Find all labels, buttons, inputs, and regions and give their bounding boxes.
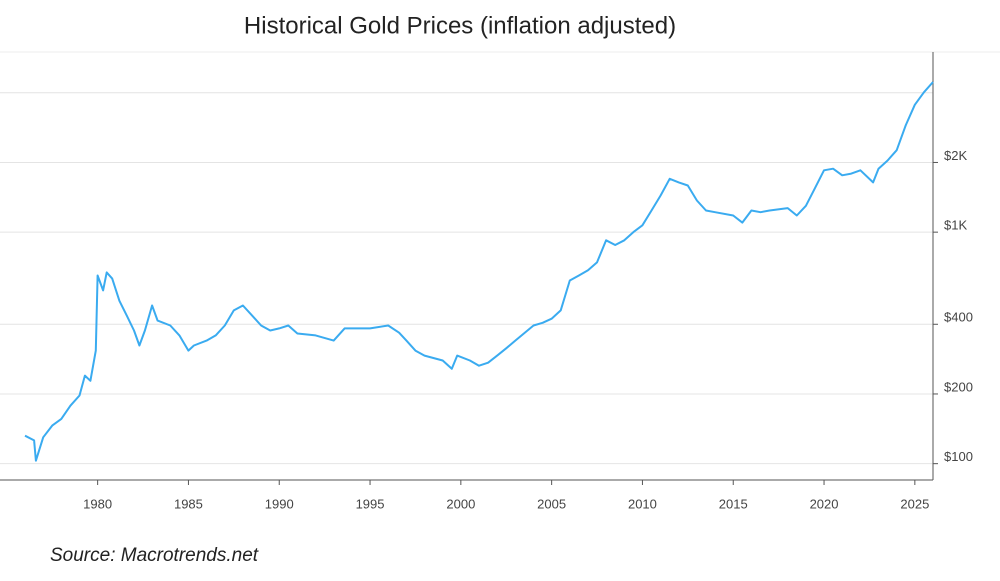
x-tick-label: 1985 [174, 496, 203, 511]
y-tick-label: $200 [944, 379, 973, 394]
x-tick-label: 2010 [628, 496, 657, 511]
source-note: Source: Macrotrends.net [50, 545, 259, 566]
x-tick-label: 1990 [265, 496, 294, 511]
x-tick-label: 2015 [719, 496, 748, 511]
y-tick-label: $100 [944, 449, 973, 464]
x-tick-label: 2005 [537, 496, 566, 511]
price-line [24, 81, 934, 462]
y-tick-label: $400 [944, 310, 973, 325]
x-tick-label: 2025 [900, 496, 929, 511]
y-tick-label: $1K [944, 218, 967, 233]
x-tick-label: 1980 [83, 496, 112, 511]
x-tick-label: 1995 [356, 496, 385, 511]
chart-title: Historical Gold Prices (inflation adjust… [244, 12, 676, 39]
y-tick-label: $2K [944, 148, 967, 163]
x-tick-label: 2020 [810, 496, 839, 511]
x-tick-label: 2000 [446, 496, 475, 511]
